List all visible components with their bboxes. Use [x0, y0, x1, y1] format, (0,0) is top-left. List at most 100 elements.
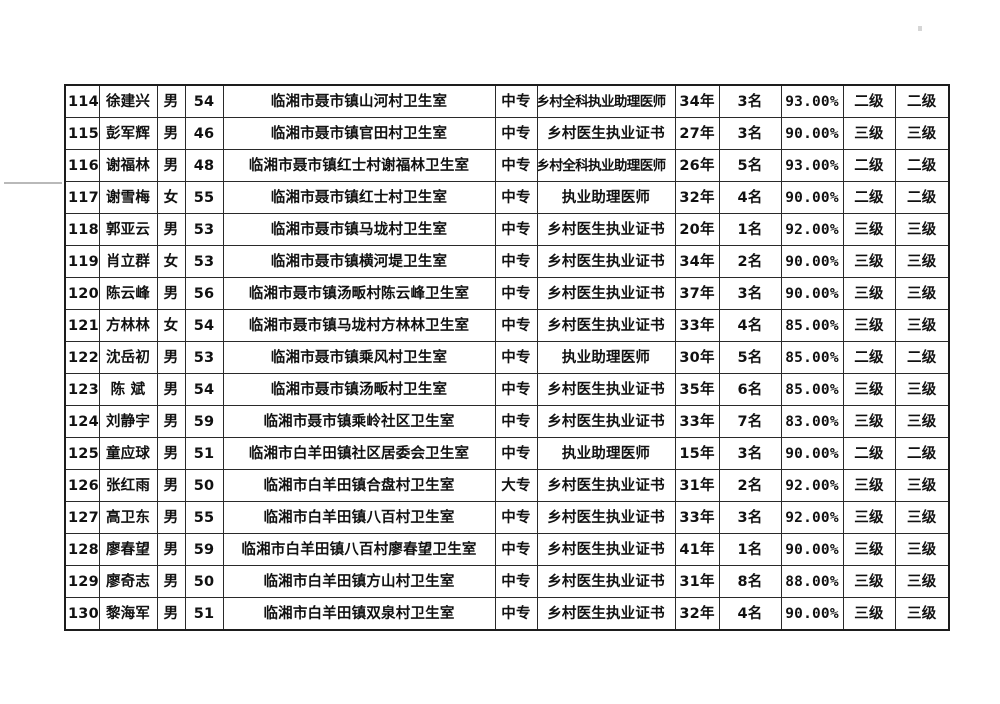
- cell-staff-count: 1名: [718, 213, 782, 246]
- cell-sex: 男: [156, 469, 186, 502]
- cell-level-first: 三级: [842, 501, 896, 534]
- cell-certificate: 乡村医生执业证书: [536, 405, 676, 438]
- cell-sex: 男: [156, 597, 186, 631]
- cell-person-name: 刘静宇: [98, 405, 158, 438]
- cell-person-name: 张红雨: [98, 469, 158, 502]
- cell-level-first: 三级: [842, 373, 896, 406]
- cell-education: 中专: [494, 533, 538, 566]
- table-row: 122 沈岳初男 53 临湘市聂市镇乘风村卫生室 中专 执业助理医师 30年 5名 85.00%…: [64, 341, 950, 374]
- cell-rate-percent: 90.00%: [780, 117, 844, 150]
- cell-sequence-number: 116: [64, 149, 100, 182]
- cell-sex: 男: [156, 277, 186, 310]
- cell-sex: 男: [156, 213, 186, 246]
- cell-years-of-service: 20年: [674, 213, 720, 246]
- cell-level-second: 二级: [894, 181, 950, 214]
- cell-education: 大专: [494, 469, 538, 502]
- cell-person-name: 肖立群: [98, 245, 158, 278]
- cell-level-second: 三级: [894, 373, 950, 406]
- cell-level-first: 三级: [842, 213, 896, 246]
- cell-certificate: 执业助理医师: [536, 341, 676, 374]
- table-row: 130 黎海军男 51 临湘市白羊田镇双泉村卫生室 中专 乡村医生执业证书 32年 4名 90.…: [64, 597, 950, 631]
- cell-sex: 男: [156, 437, 186, 470]
- cell-years-of-service: 30年: [674, 341, 720, 374]
- cell-staff-count: 3名: [718, 84, 782, 118]
- cell-years-of-service: 32年: [674, 181, 720, 214]
- cell-level-second: 二级: [894, 437, 950, 470]
- cell-sequence-number: 128: [64, 533, 100, 566]
- cell-level-first: 三级: [842, 469, 896, 502]
- cell-sex: 男: [156, 533, 186, 566]
- cell-education: 中专: [494, 277, 538, 310]
- cell-age: 50: [184, 565, 224, 598]
- cell-sex: 女: [156, 309, 186, 342]
- cell-age: 53: [184, 245, 224, 278]
- cell-age: 54: [184, 373, 224, 406]
- cell-level-first: 二级: [842, 84, 896, 118]
- cell-certificate: 乡村医生执业证书: [536, 309, 676, 342]
- cell-sex: 男: [156, 84, 186, 118]
- cell-sequence-number: 114: [64, 84, 100, 118]
- cell-level-second: 二级: [894, 341, 950, 374]
- cell-work-unit: 临湘市白羊田镇八百村卫生室: [222, 501, 496, 534]
- cell-age: 50: [184, 469, 224, 502]
- cell-rate-percent: 85.00%: [780, 309, 844, 342]
- cell-work-unit: 临湘市白羊田镇双泉村卫生室: [222, 597, 496, 631]
- cell-work-unit: 临湘市聂市镇汤畈村卫生室: [222, 373, 496, 406]
- cell-rate-percent: 90.00%: [780, 437, 844, 470]
- table-row: 116 谢福林男 48 临湘市聂市镇红士村谢福林卫生室 中专 乡村全科执业助理医师 26年 5…: [64, 149, 950, 182]
- cell-education: 中专: [494, 213, 538, 246]
- cell-staff-count: 5名: [718, 341, 782, 374]
- cell-age: 55: [184, 181, 224, 214]
- cell-person-name: 徐建兴: [98, 84, 158, 118]
- roster-table-body: 114 徐建兴男 54 临湘市聂市镇山河村卫生室 中专 乡村全科执业助理医师 34年 3名 93…: [64, 84, 950, 631]
- cell-level-first: 二级: [842, 437, 896, 470]
- cell-work-unit: 临湘市聂市镇官田村卫生室: [222, 117, 496, 150]
- cell-sequence-number: 130: [64, 597, 100, 631]
- cell-work-unit: 临湘市聂市镇红士村卫生室: [222, 181, 496, 214]
- table-row: 119 肖立群女 53 临湘市聂市镇横河堤卫生室 中专 乡村医生执业证书 34年 2名 90.0…: [64, 245, 950, 278]
- cell-staff-count: 4名: [718, 597, 782, 631]
- cell-sequence-number: 115: [64, 117, 100, 150]
- cell-age: 53: [184, 341, 224, 374]
- cell-staff-count: 4名: [718, 309, 782, 342]
- cell-years-of-service: 32年: [674, 597, 720, 631]
- cell-education: 中专: [494, 309, 538, 342]
- cell-years-of-service: 35年: [674, 373, 720, 406]
- table-row: 117 谢雪梅女 55 临湘市聂市镇红士村卫生室 中专 执业助理医师 32年 4名 90.00%…: [64, 181, 950, 214]
- cell-person-name: 谢雪梅: [98, 181, 158, 214]
- cell-staff-count: 3名: [718, 501, 782, 534]
- cell-staff-count: 4名: [718, 181, 782, 214]
- cell-years-of-service: 26年: [674, 149, 720, 182]
- cell-certificate: 乡村全科执业助理医师: [536, 149, 676, 182]
- cell-staff-count: 5名: [718, 149, 782, 182]
- cell-certificate: 乡村医生执业证书: [536, 117, 676, 150]
- cell-work-unit: 临湘市白羊田镇社区居委会卫生室: [222, 437, 496, 470]
- cell-certificate: 执业助理医师: [536, 181, 676, 214]
- cell-level-second: 三级: [894, 533, 950, 566]
- cell-work-unit: 临湘市聂市镇山河村卫生室: [222, 84, 496, 118]
- cell-level-first: 三级: [842, 277, 896, 310]
- cell-years-of-service: 34年: [674, 84, 720, 118]
- cell-level-second: 三级: [894, 277, 950, 310]
- cell-sequence-number: 126: [64, 469, 100, 502]
- cell-sequence-number: 118: [64, 213, 100, 246]
- cell-level-first: 三级: [842, 597, 896, 631]
- cell-level-first: 三级: [842, 565, 896, 598]
- cell-rate-percent: 85.00%: [780, 341, 844, 374]
- cell-level-first: 三级: [842, 309, 896, 342]
- cell-level-second: 三级: [894, 213, 950, 246]
- cell-sex: 男: [156, 501, 186, 534]
- cell-work-unit: 临湘市白羊田镇合盘村卫生室: [222, 469, 496, 502]
- cell-sequence-number: 120: [64, 277, 100, 310]
- table-row: 115 彭军辉男 46 临湘市聂市镇官田村卫生室 中专 乡村医生执业证书 27年 3名 90.0…: [64, 117, 950, 150]
- cell-sequence-number: 117: [64, 181, 100, 214]
- cell-level-first: 三级: [842, 245, 896, 278]
- cell-person-name: 郭亚云: [98, 213, 158, 246]
- cell-education: 中专: [494, 149, 538, 182]
- cell-staff-count: 7名: [718, 405, 782, 438]
- cell-age: 53: [184, 213, 224, 246]
- cell-staff-count: 2名: [718, 469, 782, 502]
- table-row: 118 郭亚云男 53 临湘市聂市镇马垅村卫生室 中专 乡村医生执业证书 20年 1名 92.0…: [64, 213, 950, 246]
- cell-level-second: 三级: [894, 565, 950, 598]
- cell-work-unit: 临湘市白羊田镇八百村廖春望卫生室: [222, 533, 496, 566]
